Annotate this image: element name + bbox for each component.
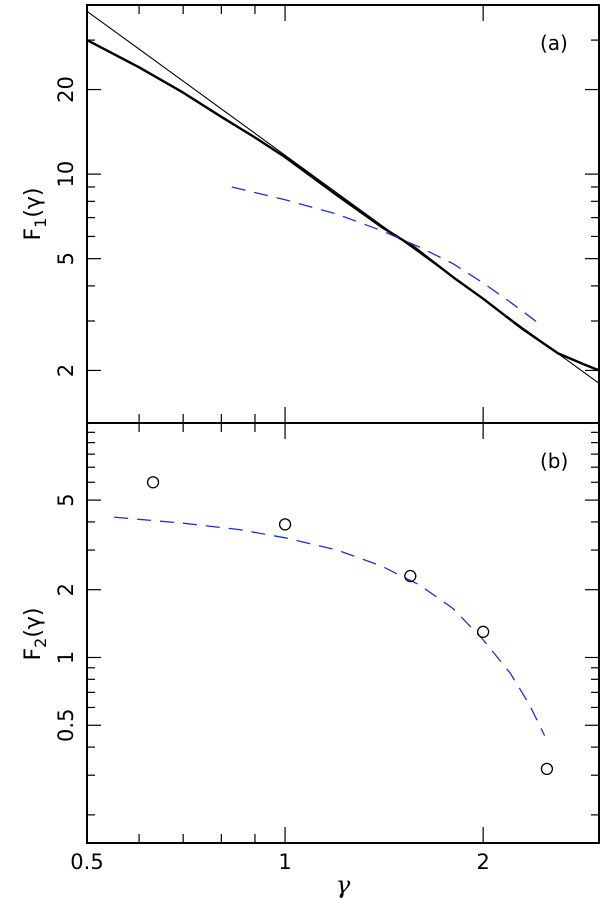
panel-a-tag: (a) [540,31,568,55]
panel-a-ylabel-main: F [21,228,46,241]
panel-b-ytick-label-1: 1 [54,651,78,664]
panel-a-ytick-label-3: 20 [54,76,78,103]
panel-b-ytick-label-0: 0.5 [54,709,78,742]
panel-b-tag: (b) [540,449,568,473]
panel-b-x-ticks: 0.5 1 2 [70,423,490,874]
panel-a: 2 5 10 20 (a) F1(γ) [21,4,600,424]
panel-b-ytick-label-2: 2 [54,583,78,596]
panel-a-series [86,10,600,384]
panel-a-ylabel: F1(γ) [21,187,50,240]
panel-b-point-3 [476,625,490,638]
panel-a-series-2-line [231,186,542,326]
panel-b-xtick-label-1: 1 [278,850,291,874]
panel-b-y-ticks: 0.5 1 2 5 [54,431,599,816]
panel-a-series-1-line [86,10,600,384]
panel-b-ylabel-arg: (γ) [21,607,46,637]
panel-a-x-ticks [138,5,484,423]
panel-b-ylabel: F2(γ) [21,607,50,660]
panel-a-ytick-label-0: 2 [54,364,78,377]
panel-a-series-0-line [86,39,600,372]
panel-a-ytick-label-2: 10 [54,161,78,188]
panel-b-ytick-label-3: 5 [54,493,78,506]
panel-b-frame [86,422,600,844]
panel-a-ylabel-sub: 1 [31,218,50,228]
x-axis-label: γ [336,871,351,898]
panel-b-points [146,476,554,776]
panel-b-point-0 [146,476,160,489]
panel-b-xtick-label-0: 0.5 [70,850,103,874]
panel-b-series-0-line [114,516,546,736]
panel-b-point-1 [278,518,292,531]
panel-b-point-2 [404,569,417,583]
panel-b-point-4 [540,762,554,776]
panel-b-ylabel-main: F [21,648,46,661]
panel-b-series [114,516,546,736]
panel-b-ylabel-sub: 2 [31,638,50,648]
panel-a-ytick-label-1: 5 [54,252,78,265]
panel-a-ylabel-arg: (γ) [21,187,46,217]
panel-a-y-ticks: 2 5 10 20 [54,39,599,377]
panel-b-xtick-label-2: 2 [476,850,489,874]
